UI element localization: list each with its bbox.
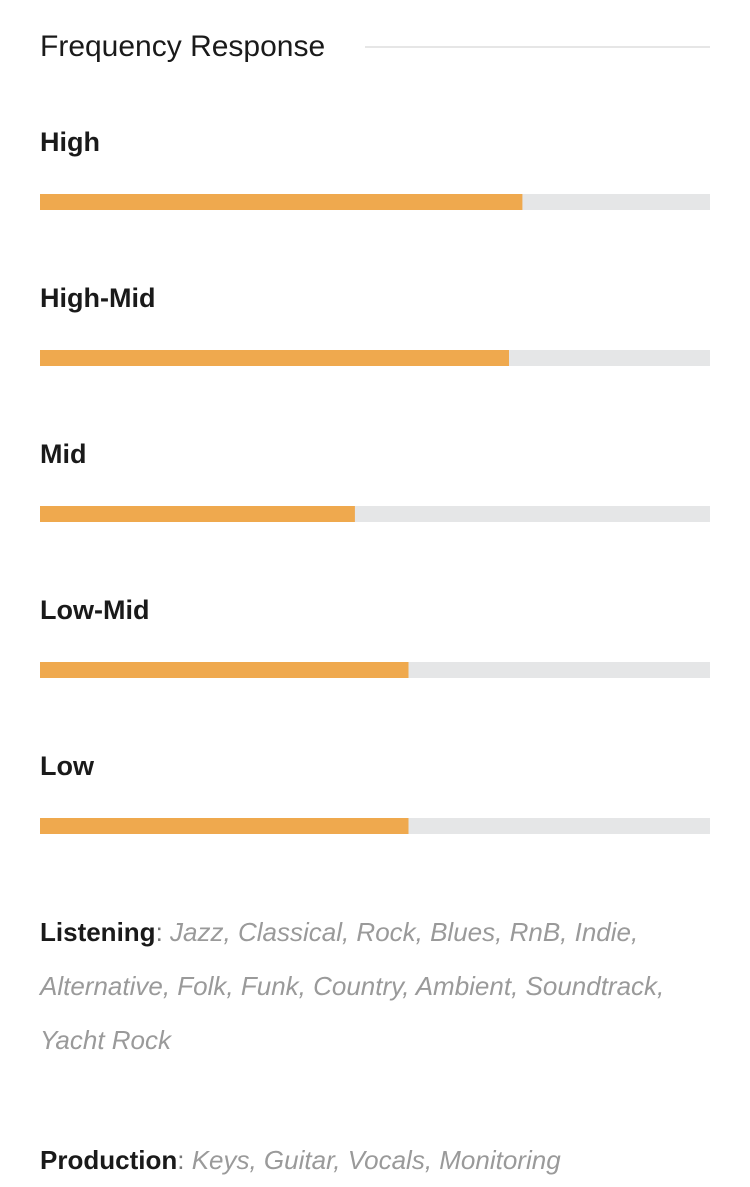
listening-label: Listening xyxy=(40,917,156,947)
chart: Frequency Response High High-Mid Mid Low-Mi… xyxy=(40,30,710,834)
separator: : xyxy=(155,917,163,947)
separator: : xyxy=(177,1145,185,1175)
bar xyxy=(40,818,409,834)
bar xyxy=(40,194,523,210)
bar xyxy=(40,506,355,522)
bar-label: High-Mid xyxy=(40,283,155,313)
bar-label: Mid xyxy=(40,439,87,469)
bar-label: Low xyxy=(40,751,95,781)
listening-items: Jazz, Classical, Rock, Blues, RnB, Indie… xyxy=(40,917,665,1055)
bar-label: High xyxy=(40,127,100,157)
production-label: Production xyxy=(40,1145,178,1175)
production-items: Keys, Guitar, Vocals, Monitoring xyxy=(191,1145,561,1175)
listening: Listening: Jazz, Classical, Rock, Blues,… xyxy=(40,905,710,1067)
bar xyxy=(40,350,509,366)
chart-title: Frequency Response xyxy=(40,30,325,63)
production: Production: Keys, Guitar, Vocals, Monito… xyxy=(40,1133,710,1187)
bar-label: Low-Mid xyxy=(40,595,149,625)
bar xyxy=(40,662,409,678)
